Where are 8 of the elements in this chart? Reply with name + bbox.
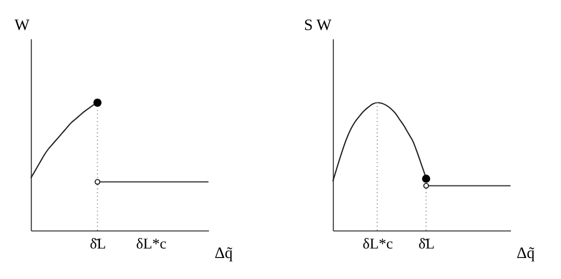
x-tick-label: δL*c bbox=[136, 236, 167, 253]
x-tick-label: δ̄L bbox=[90, 236, 106, 253]
y-axis-title: W bbox=[14, 16, 30, 34]
x-axis-title: Δq̃ bbox=[516, 245, 535, 262]
y-axis-title: S W bbox=[304, 16, 332, 34]
x-tick-label: δL*c bbox=[362, 236, 394, 253]
x-tick-label: δ̄L bbox=[418, 236, 435, 253]
x-axis-title: Δq̃ bbox=[214, 245, 233, 262]
